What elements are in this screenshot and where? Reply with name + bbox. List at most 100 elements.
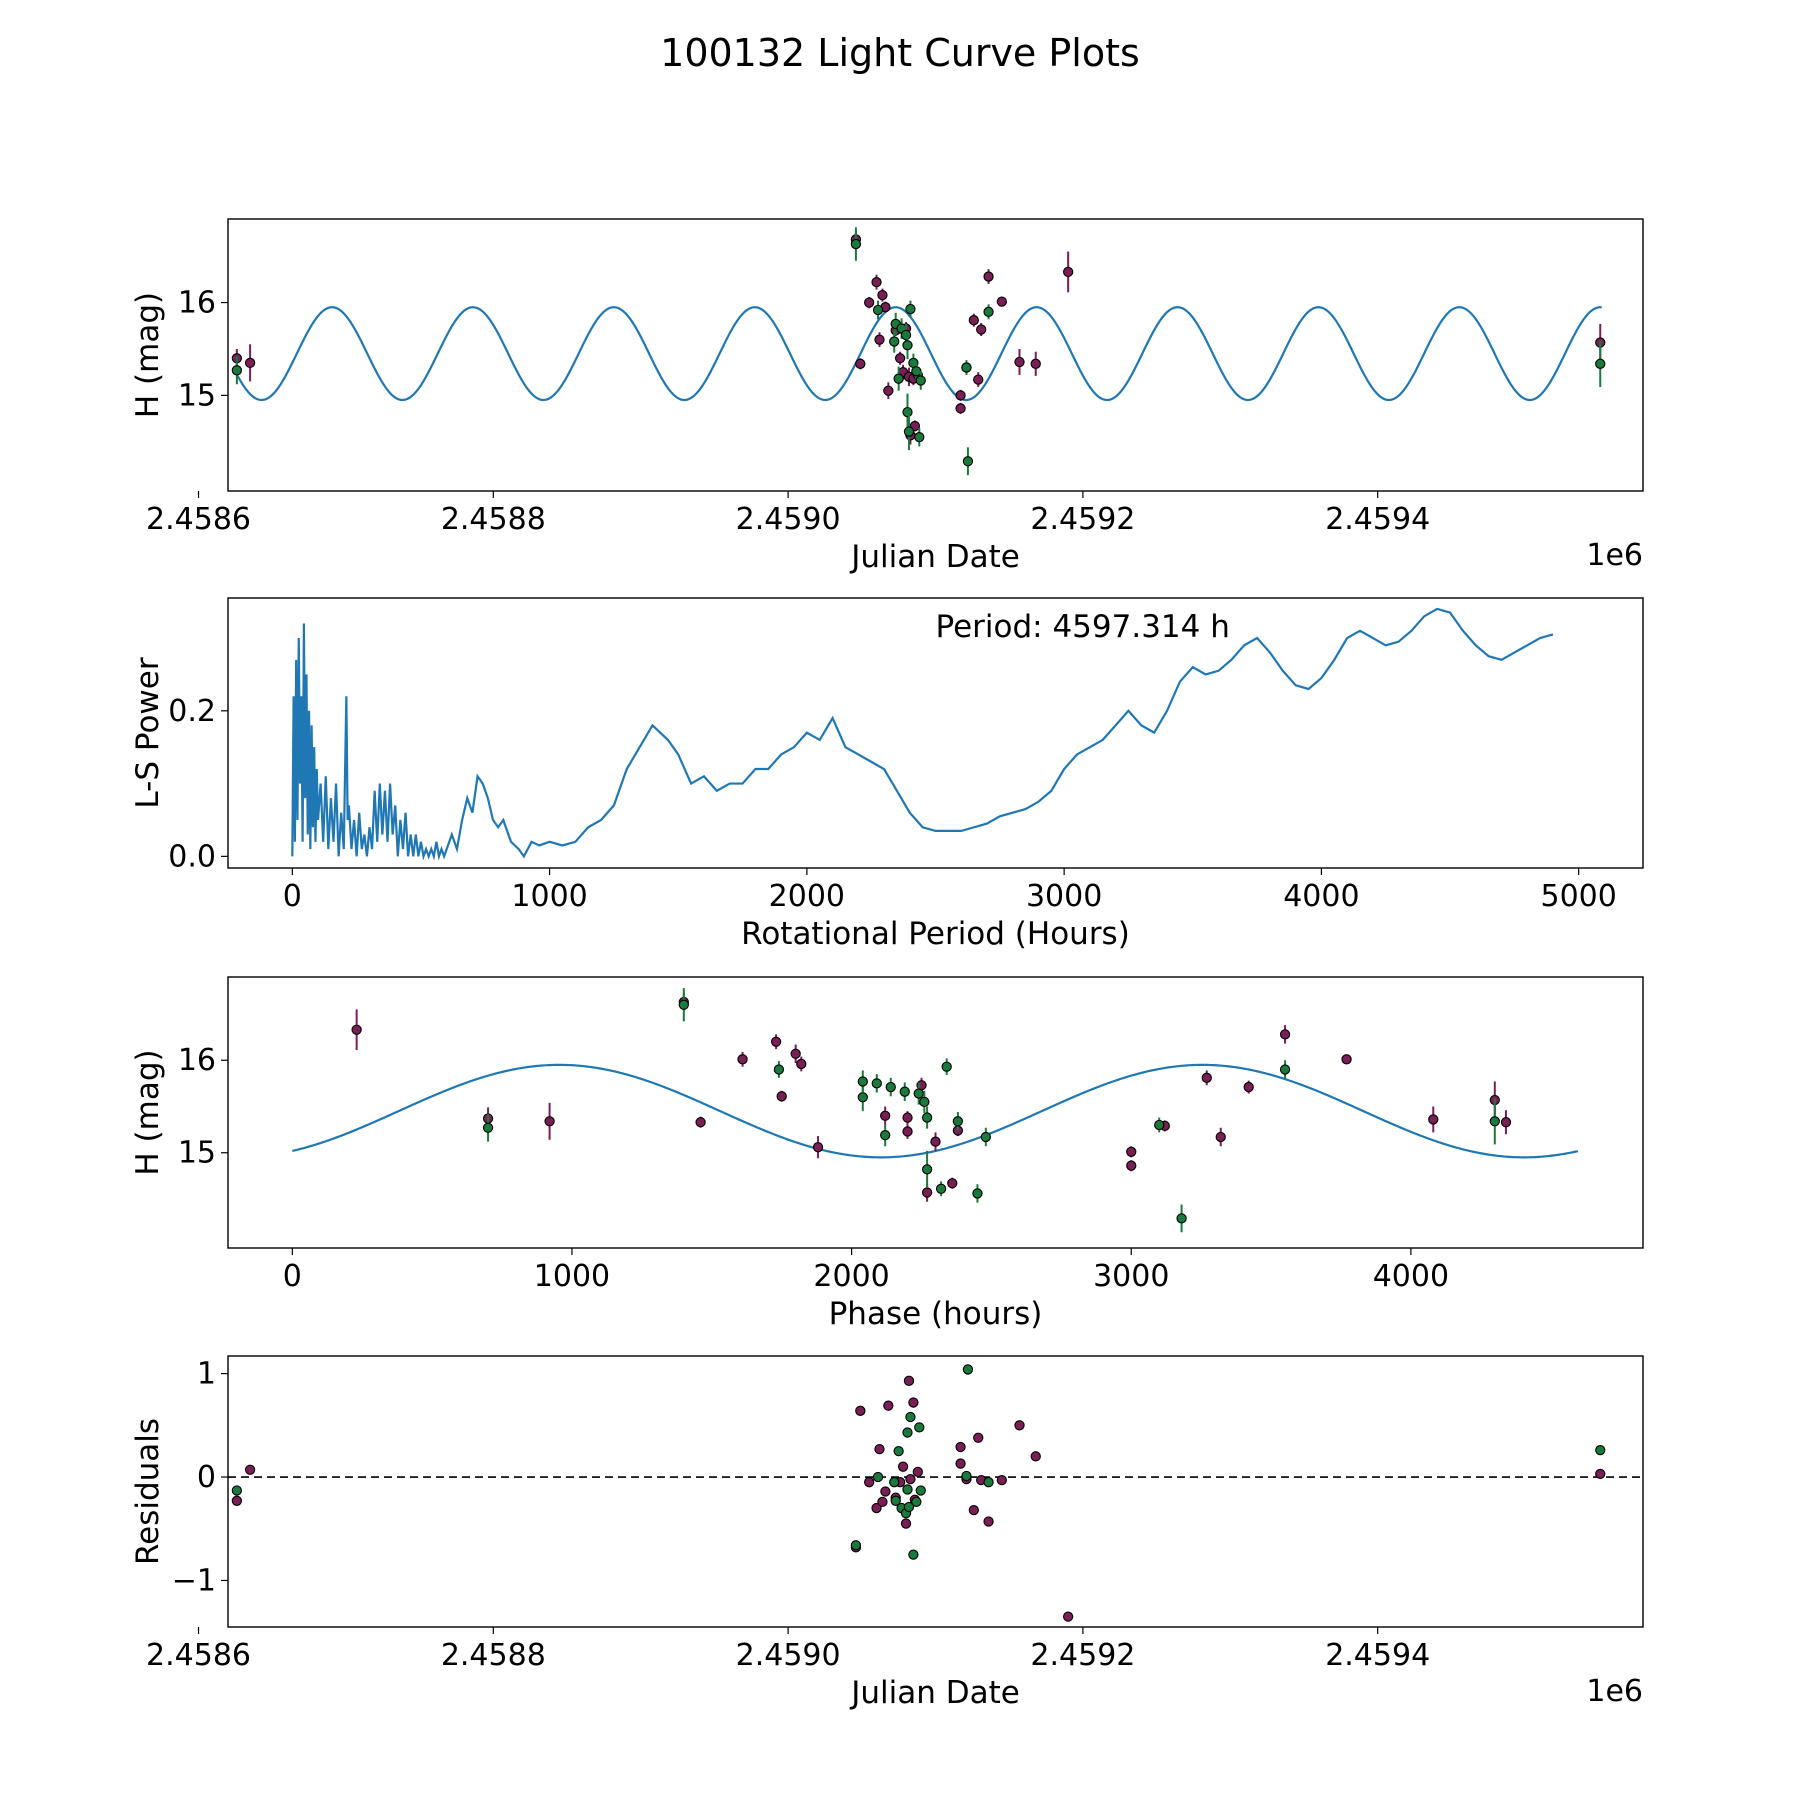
data-point [877, 1496, 888, 1507]
data-point [1595, 1444, 1606, 1456]
data-point [961, 1470, 972, 1482]
data-point [913, 1088, 924, 1099]
data-point [812, 1142, 824, 1153]
x-tick-label: 2.4594 [1325, 502, 1430, 537]
figure-title: 100132 Light Curve Plots [660, 31, 1140, 75]
data-point [1063, 1611, 1074, 1622]
data-point [880, 1130, 891, 1141]
data-point [1215, 1131, 1226, 1143]
x-tick-label: 2000 [813, 1259, 889, 1294]
model-fit-line [235, 306, 1602, 402]
data-point [914, 432, 925, 443]
x-axis-label: Rotational Period (Hours) [741, 916, 1130, 952]
data-point [1030, 1451, 1041, 1462]
periodogram-line [291, 607, 1554, 861]
data-point [1126, 1160, 1137, 1171]
data-point [899, 1086, 910, 1097]
x-tick-label: 2.4594 [1325, 1638, 1430, 1673]
plot-area [228, 1364, 1643, 1622]
data-point [855, 358, 866, 369]
data-point [902, 406, 913, 418]
data-point [911, 1496, 922, 1507]
data-point [894, 353, 906, 364]
data-point [968, 1504, 979, 1516]
data-point [874, 334, 885, 345]
data-point [930, 1136, 941, 1147]
data-point [776, 1091, 787, 1102]
plot-frame [227, 1355, 1644, 1628]
data-point [872, 1471, 884, 1483]
data-point [902, 1427, 913, 1438]
data-point [893, 1446, 904, 1457]
x-offset-label: 1e6 [1586, 1674, 1643, 1709]
period-annotation: Period: 4597.314 h [936, 609, 1230, 645]
data-point [921, 1187, 933, 1198]
data-point [864, 297, 875, 308]
x-tick-label: 2.4586 [146, 502, 251, 537]
data-point [857, 1076, 868, 1087]
x-tick-label: 2.4592 [1030, 1638, 1135, 1673]
data-point [955, 1458, 966, 1469]
data-point [902, 1126, 913, 1137]
x-tick-label: 2.4586 [146, 1638, 251, 1673]
y-axis-label: L-S Power [130, 657, 166, 808]
data-point [902, 1484, 913, 1495]
x-tick-label: 2000 [769, 879, 845, 914]
data-point [880, 1110, 891, 1121]
x-tick-label: 4000 [1283, 879, 1359, 914]
y-tick-label: 0 [197, 1460, 216, 1495]
data-point [890, 1495, 901, 1506]
data-point [973, 374, 984, 385]
data-point [871, 276, 882, 288]
data-point [231, 1485, 242, 1496]
data-point [955, 390, 966, 401]
data-point [864, 1477, 875, 1488]
y-tick-label: 16 [178, 286, 216, 321]
data-point [1014, 356, 1025, 368]
x-tick-label: 2.4590 [736, 1638, 841, 1673]
x-tick-label: 3000 [1026, 879, 1102, 914]
x-axis-label: Julian Date [849, 539, 1020, 575]
data-point [897, 1461, 909, 1472]
y-tick-label: 0.2 [168, 694, 216, 729]
data-point [773, 1064, 785, 1075]
data-point [850, 238, 862, 250]
plot-area [292, 988, 1579, 1233]
data-point [1030, 358, 1041, 369]
x-axis-label: Julian Date [849, 1675, 1020, 1711]
y-tick-label: 15 [178, 378, 216, 413]
phased-panel: 0 1000 2000 3000 4000 15 16 Phase (hours) H (mag… [130, 976, 1644, 1332]
data-point [678, 999, 689, 1010]
data-point [962, 456, 974, 467]
data-point [1176, 1213, 1187, 1224]
data-point [244, 1464, 256, 1475]
data-point [941, 1061, 952, 1072]
data-point [996, 296, 1007, 307]
data-point [903, 426, 915, 437]
data-point [955, 403, 966, 414]
x-tick-label: 0 [283, 879, 302, 914]
data-point [893, 373, 904, 384]
data-point [976, 324, 987, 335]
data-point [902, 340, 913, 351]
data-point [850, 1540, 862, 1551]
data-point [915, 1485, 926, 1496]
data-point [244, 357, 256, 369]
data-point [914, 1422, 925, 1433]
data-point [903, 1501, 915, 1513]
data-point [231, 1495, 242, 1506]
y-tick-label: 15 [178, 1136, 216, 1171]
lightcurve-panel: 2.4586 2.4588 2.4590 2.4592 2.4594 15 16 Julian… [130, 218, 1644, 575]
data-point [790, 1048, 801, 1059]
data-point [935, 1183, 947, 1194]
y-axis-label: H (mag) [130, 292, 166, 418]
data-point [1279, 1064, 1291, 1075]
y-tick-label: −1 [172, 1563, 216, 1598]
data-point [905, 303, 916, 315]
y-tick-label: 0.0 [168, 839, 216, 874]
data-point [912, 1466, 923, 1477]
data-point [911, 366, 922, 377]
model-fit-line [292, 1063, 1579, 1159]
data-point [874, 1443, 885, 1455]
plot-area [291, 607, 1554, 861]
